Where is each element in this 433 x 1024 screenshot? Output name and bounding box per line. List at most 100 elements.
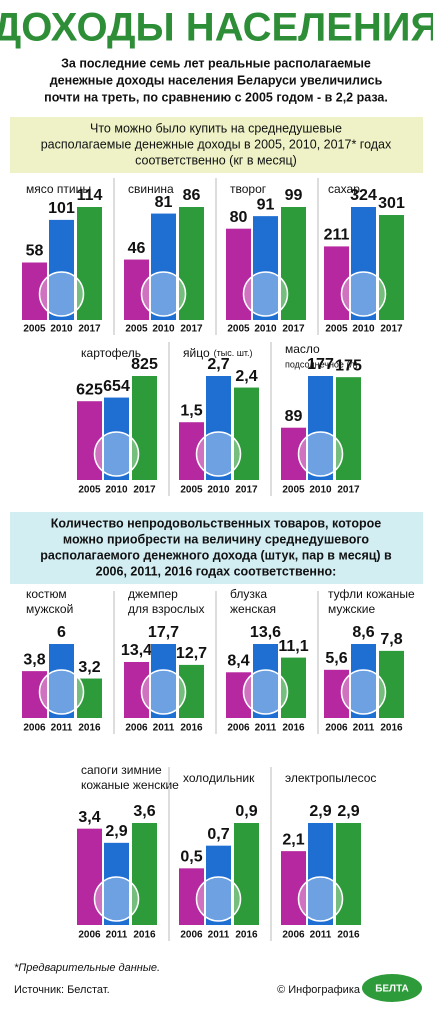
chart-title: мясо птицы — [26, 182, 91, 196]
x-tick-label: 2005 — [180, 485, 203, 496]
value-label: 3,2 — [78, 659, 100, 676]
value-label: 825 — [131, 356, 158, 373]
section-box — [10, 117, 423, 173]
bar — [281, 427, 306, 480]
value-label: 175 — [335, 357, 362, 374]
x-tick-label: 2017 — [380, 324, 403, 335]
chart-title: картофель — [81, 346, 141, 360]
value-label: 2,9 — [309, 803, 331, 820]
logo — [362, 974, 422, 1002]
value-label: 81 — [155, 194, 173, 211]
value-label: 86 — [183, 187, 201, 204]
bar — [351, 207, 376, 320]
x-tick-label: 2010 — [207, 485, 230, 496]
value-label: 3,6 — [133, 803, 155, 820]
x-tick-label: 2017 — [133, 485, 156, 496]
chart-title: туфли кожаные — [328, 587, 415, 601]
x-tick-label: 2011 — [353, 723, 375, 734]
chart-title: кожаные женские — [81, 778, 179, 792]
x-tick-label: 2011 — [255, 723, 277, 734]
icon — [340, 669, 387, 715]
bar — [234, 387, 259, 480]
x-tick-label: 2006 — [125, 723, 148, 734]
value-label: 2,1 — [282, 831, 304, 848]
chart-title: для взрослых — [128, 602, 205, 616]
x-tick-label: 2006 — [282, 930, 305, 941]
chart-title: яйцо — [183, 346, 210, 360]
bar — [206, 845, 231, 925]
bar — [351, 644, 376, 718]
chart-title: женская — [230, 602, 276, 616]
x-tick-label: 2017 — [78, 324, 101, 335]
chart-unit: подсолнечное (л) — [285, 359, 358, 369]
icon — [340, 271, 387, 317]
chart-title: творог — [230, 182, 267, 196]
x-tick-label: 2005 — [125, 324, 148, 335]
x-tick-label: 2006 — [23, 723, 46, 734]
value-label: 0,9 — [235, 803, 257, 820]
x-tick-label: 2006 — [227, 723, 250, 734]
icon — [93, 431, 140, 477]
bar — [253, 644, 278, 718]
x-tick-label: 2010 — [254, 324, 277, 335]
value-label: 5,6 — [325, 650, 347, 667]
section-title: Что можно было купить на среднедушевые — [90, 121, 342, 135]
bar — [124, 661, 149, 718]
chart-title: блузка — [230, 587, 267, 601]
value-label: 2,9 — [337, 803, 359, 820]
icon — [242, 271, 289, 317]
section-title: 2006, 2011, 2016 годах соответственно: — [96, 564, 337, 578]
section-title: соответственно (кг в месяц) — [135, 153, 297, 167]
bar — [49, 644, 74, 718]
bar — [206, 376, 231, 480]
icon — [38, 271, 85, 317]
value-label: 80 — [230, 209, 248, 226]
x-tick-label: 2010 — [105, 485, 128, 496]
intro-line: За последние семь лет реальные располага… — [61, 56, 371, 70]
section-title: можно приобрести на величину среднедушев… — [63, 532, 370, 546]
value-label: 211 — [324, 227, 350, 244]
x-tick-label: 2011 — [51, 723, 73, 734]
bar — [308, 376, 333, 480]
bar — [77, 828, 102, 925]
x-tick-label: 2016 — [235, 930, 258, 941]
bar — [22, 671, 47, 718]
icon — [38, 669, 85, 715]
bar — [151, 644, 176, 718]
value-label: 12,7 — [176, 645, 207, 662]
chart-title: свинина — [128, 182, 174, 196]
value-label: 2,7 — [207, 356, 229, 373]
icon — [195, 876, 242, 922]
value-label: 301 — [378, 195, 405, 212]
x-tick-label: 2010 — [309, 485, 332, 496]
value-label: 7,8 — [380, 631, 402, 648]
logo-text: БЕЛТА — [375, 984, 409, 995]
bar — [379, 650, 404, 718]
x-tick-label: 2016 — [78, 723, 101, 734]
chart-title: сахар — [328, 182, 360, 196]
x-tick-label: 2005 — [227, 324, 250, 335]
section-title: располагаемого денежного дохода (штук, п… — [40, 548, 392, 562]
icon — [140, 271, 187, 317]
x-tick-label: 2010 — [352, 324, 375, 335]
chart-title: холодильник — [183, 771, 255, 785]
value-label: 2,4 — [235, 368, 257, 385]
value-label: 6 — [57, 624, 66, 641]
icon — [93, 876, 140, 922]
chart-title: яйцо (тыс. шт.) — [183, 346, 253, 360]
chart-title: сапоги зимние — [81, 763, 162, 777]
x-tick-label: 2011 — [310, 930, 332, 941]
x-tick-label: 2005 — [23, 324, 46, 335]
bar — [253, 216, 278, 320]
x-tick-label: 2016 — [380, 723, 403, 734]
intro-line: денежные доходы населения Беларуси увели… — [50, 73, 383, 87]
x-tick-label: 2017 — [337, 485, 360, 496]
value-label: 91 — [257, 196, 275, 213]
chart-unit: (тыс. шт.) — [214, 348, 253, 358]
footnote: *Предварительные данные. — [14, 962, 160, 974]
bar — [179, 422, 204, 480]
x-tick-label: 2011 — [153, 723, 175, 734]
value-label: 324 — [350, 187, 377, 204]
value-label: 17,7 — [148, 624, 179, 641]
